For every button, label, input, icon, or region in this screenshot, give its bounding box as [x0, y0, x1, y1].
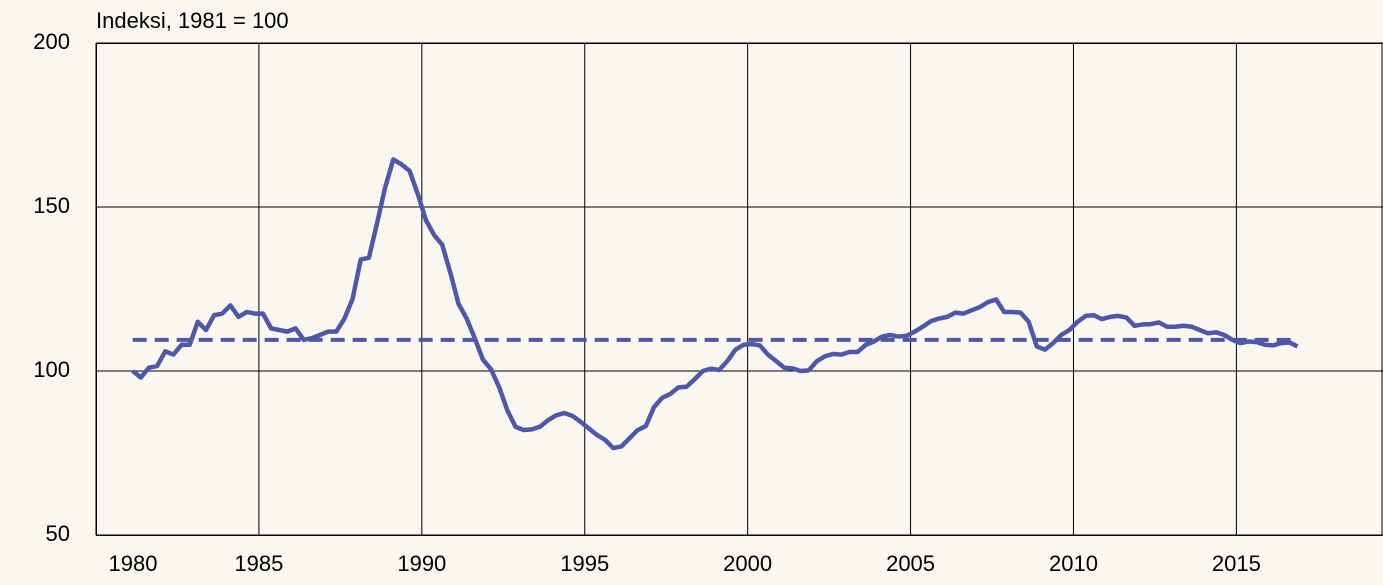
y-tick-label: 100 — [33, 357, 70, 382]
x-tick-label: 2010 — [1049, 551, 1098, 576]
x-tick-label: 1980 — [109, 551, 158, 576]
y-tick-label: 200 — [33, 29, 70, 54]
x-tick-label: 1990 — [397, 551, 446, 576]
x-tick-label: 2000 — [723, 551, 772, 576]
chart-title: Indeksi, 1981 = 100 — [96, 8, 289, 33]
x-tick-label: 1985 — [234, 551, 283, 576]
y-tick-label: 150 — [33, 193, 70, 218]
plot-border — [96, 43, 1383, 536]
x-tick-label: 2015 — [1212, 551, 1261, 576]
y-tick-label: 50 — [46, 521, 70, 546]
series-line — [131, 157, 1299, 451]
x-tick-label: 1995 — [560, 551, 609, 576]
x-tick-label: 2005 — [886, 551, 935, 576]
